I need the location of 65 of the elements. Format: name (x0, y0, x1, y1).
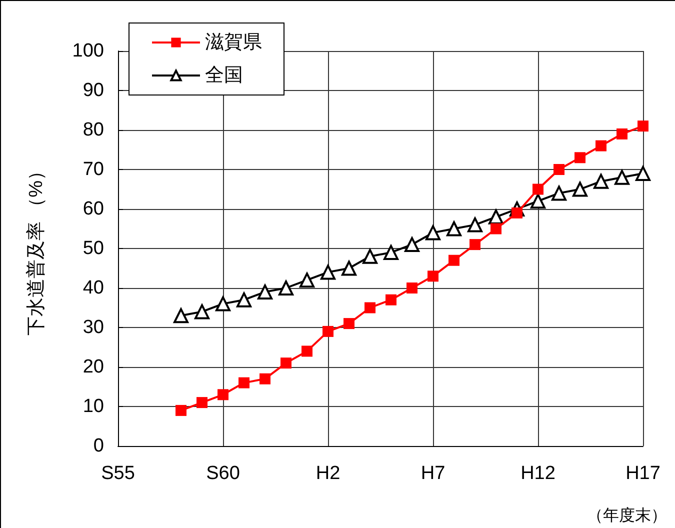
point (532, 184, 544, 195)
y-tick-label: 30 (82, 317, 104, 338)
point (530, 194, 546, 209)
point (386, 294, 396, 306)
point (554, 164, 564, 175)
y-tick-label: 0 (93, 436, 104, 456)
point (614, 170, 630, 185)
x-tick-label: S55 (101, 463, 135, 484)
y-tick-label: 80 (82, 120, 104, 140)
point (428, 270, 438, 282)
point (384, 244, 398, 260)
point (300, 272, 314, 288)
point (448, 254, 460, 266)
point (278, 280, 294, 296)
x-tick-label: H7 (420, 463, 446, 484)
y-tick-label: 10 (82, 396, 104, 417)
point (362, 248, 378, 264)
y-tick-label: 90 (82, 80, 104, 101)
point (216, 296, 230, 312)
x-tick-label: S60 (206, 463, 240, 484)
point (194, 304, 210, 320)
point (174, 308, 188, 324)
point (574, 152, 586, 164)
y-tick-label: 100 (72, 40, 104, 62)
point (322, 326, 334, 337)
point (218, 389, 228, 400)
point (196, 397, 208, 408)
point (638, 120, 648, 132)
point (260, 373, 270, 384)
text: （年度末） (587, 506, 667, 524)
y-tick-label: 20 (82, 356, 104, 378)
point (364, 302, 376, 314)
point (426, 225, 440, 240)
point (572, 182, 588, 197)
point (552, 186, 566, 201)
legend-label: 全国 (205, 65, 243, 86)
point (446, 221, 462, 236)
point (404, 237, 420, 252)
point (236, 292, 252, 308)
point (302, 346, 312, 357)
x-tick-label: H2 (316, 463, 340, 484)
point (468, 217, 482, 232)
point (406, 282, 418, 294)
point (594, 174, 608, 189)
y-tick-label: 40 (82, 278, 104, 298)
point (258, 284, 272, 300)
point (470, 239, 480, 250)
point (238, 377, 250, 388)
legend-label: 滋賀県 (205, 32, 262, 53)
x-tick-label: H12 (520, 463, 556, 484)
y-tick-label: 50 (82, 238, 104, 259)
point (490, 223, 502, 234)
y-tick-label: 60 (82, 198, 104, 220)
point (342, 260, 356, 276)
point (596, 140, 606, 152)
point (344, 318, 354, 330)
point (176, 404, 186, 416)
point (488, 209, 504, 224)
point (636, 166, 650, 181)
point (616, 128, 628, 140)
x-tick-label: H17 (626, 463, 660, 484)
point (320, 264, 336, 280)
y-axis-title: 下水道普及率 （%） (25, 161, 47, 336)
y-tick-label: 70 (82, 159, 104, 180)
point (280, 358, 292, 369)
